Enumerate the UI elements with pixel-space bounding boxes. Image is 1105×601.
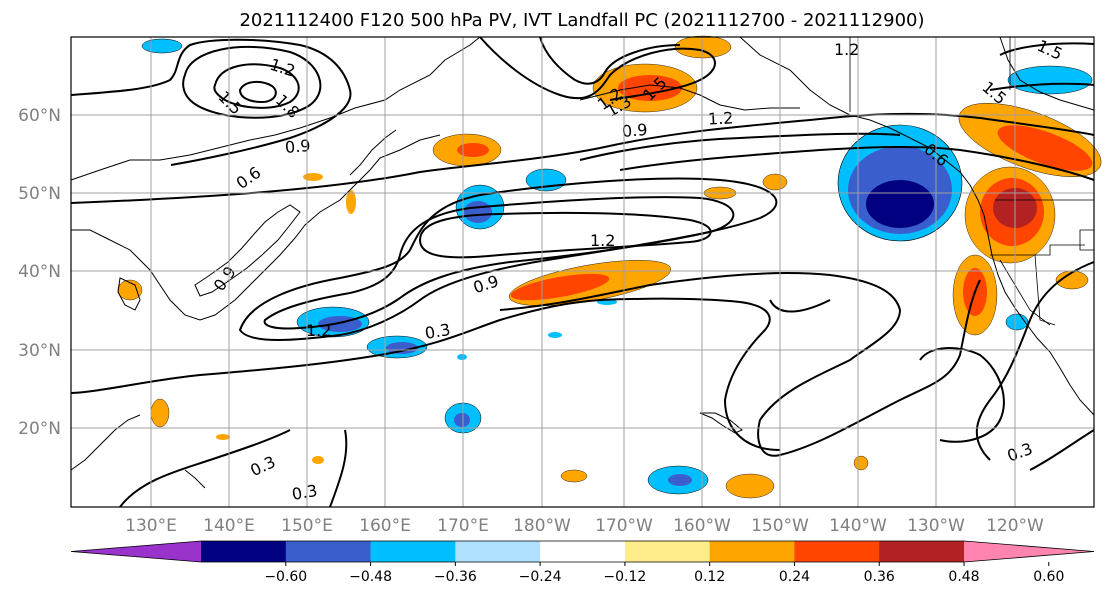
colorbar-tick-label: −0.24: [519, 569, 562, 585]
negative-anomaly: [548, 332, 562, 338]
positive-anomaly: [762, 173, 788, 191]
colorbar-extend-high: [964, 541, 1094, 562]
colorbar-tick-label: 0.24: [779, 569, 810, 585]
contour-label: 1.2: [707, 108, 733, 128]
colorbar-tick-label: −0.12: [603, 569, 646, 585]
negative-anomaly: [464, 201, 492, 223]
colorbar-segment: [201, 541, 287, 562]
lon-label: 130°W: [907, 516, 965, 536]
lon-label: 150°W: [751, 516, 809, 536]
map-panel: 1.2 1.8 1.5 0.9 0.6 0.9 1.2 1.2 1.5 1.2 …: [70, 35, 1102, 508]
lon-label: 140°W: [829, 516, 887, 536]
positive-anomaly: [150, 398, 170, 428]
contour-label: 0.3: [290, 481, 318, 504]
lon-label: 120°W: [986, 516, 1044, 536]
positive-anomaly: [312, 456, 324, 464]
negative-anomaly: [386, 342, 418, 354]
colorbar-tick-label: −0.36: [434, 569, 477, 585]
positive-anomaly: [674, 35, 732, 59]
colorbar-tick-label: 0.60: [1033, 569, 1064, 585]
positive-anomaly: [346, 190, 356, 214]
colorbar-tick-label: 0.36: [864, 569, 895, 585]
colorbar-segment: [370, 541, 456, 562]
colorbar-tick-label: −0.48: [349, 569, 392, 585]
positive-anomaly: [303, 173, 323, 181]
coastlines: [70, 36, 1095, 489]
ivt-pc-shading: [117, 35, 1102, 499]
lat-label: 60°N: [18, 106, 61, 126]
colorbar-segment: [624, 541, 711, 562]
colorbar-segment: [879, 541, 965, 562]
positive-anomaly: [618, 75, 682, 101]
colorbar-extend-low: [71, 541, 201, 562]
colorbar-tick-label: 0.48: [948, 569, 979, 585]
positive-anomaly: [997, 125, 1093, 171]
negative-anomaly: [457, 354, 467, 360]
positive-anomaly: [853, 455, 869, 471]
lon-label: 150°E: [281, 516, 333, 536]
lon-label: 170°W: [595, 516, 653, 536]
colorbar-tick-label: −0.60: [264, 569, 307, 585]
positive-anomaly: [457, 143, 489, 157]
lon-label: 160°W: [673, 516, 731, 536]
pv-contours: [70, 36, 1095, 508]
contour-label: 0.9: [284, 136, 311, 157]
positive-anomaly: [560, 469, 588, 483]
lat-label: 40°N: [18, 262, 61, 282]
lat-label: 50°N: [18, 184, 61, 204]
colorbar-segment: [455, 541, 541, 562]
contour-label: 1.2: [834, 40, 859, 59]
colorbar-segment: [709, 541, 795, 562]
lon-label: 130°E: [125, 516, 177, 536]
lat-label: 30°N: [18, 341, 61, 361]
chart-title: 2021112400 F120 500 hPa PV, IVT Landfall…: [239, 10, 924, 31]
lon-label: 140°E: [203, 516, 255, 536]
negative-anomaly: [866, 180, 934, 228]
lon-label: 170°E: [437, 516, 489, 536]
map-frame: [70, 36, 1095, 508]
lon-label: 180°W: [513, 516, 571, 536]
negative-anomaly: [1007, 65, 1093, 95]
contour-label: 1.2: [306, 321, 331, 340]
colorbar-segment: [540, 541, 626, 562]
negative-anomaly: [454, 413, 470, 427]
contour-label: 0.9: [621, 120, 648, 141]
negative-anomaly: [668, 474, 692, 486]
lon-label: 160°E: [359, 516, 411, 536]
positive-anomaly: [725, 473, 775, 499]
positive-anomaly: [216, 434, 230, 440]
positive-anomaly: [510, 273, 610, 301]
contour-label: 0.3: [423, 320, 451, 343]
negative-anomaly: [141, 38, 183, 54]
latitude-labels: 60°N 50°N 40°N 30°N 20°N: [18, 106, 61, 439]
colorbar-segment: [794, 541, 880, 562]
borders: [849, 37, 1095, 326]
colorbar: −0.60 −0.48 −0.36 −0.24 −0.12 0.12 0.24 0.36 0.4…: [70, 540, 1095, 585]
gridlines: [71, 37, 1094, 507]
colorbar-outline: [70, 540, 1095, 563]
lat-label: 20°N: [18, 419, 61, 439]
longitude-labels: 130°E 140°E 150°E 160°E 170°E 180°W 170°…: [125, 516, 1044, 536]
contour-label: 1.2: [590, 231, 615, 250]
colorbar-segment: [285, 541, 372, 562]
colorbar-tick-label: 0.12: [694, 569, 725, 585]
